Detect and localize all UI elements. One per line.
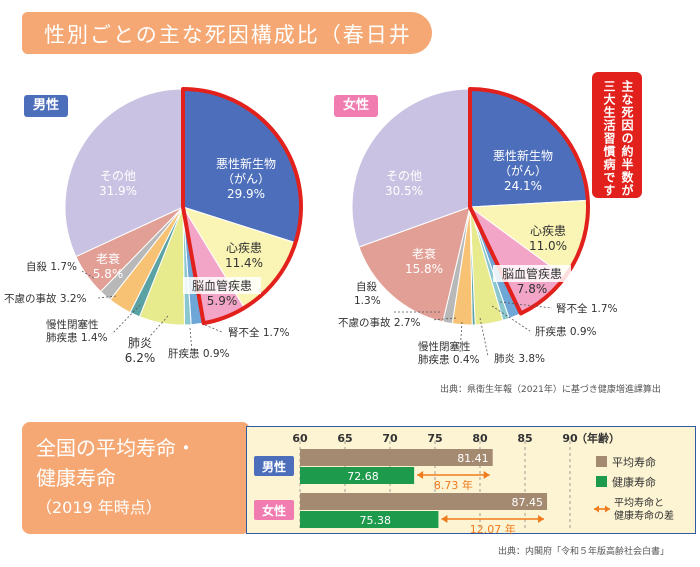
gap-label-1: 12.07 年: [470, 522, 516, 536]
slice-label-copd: 慢性閉塞性肺疾患 1.4%: [46, 318, 108, 344]
slice-label-pneumonia: 肺炎 6.2%: [125, 336, 156, 365]
male-badge: 男性: [24, 95, 68, 117]
tick-label-70: 70: [382, 432, 398, 445]
callout-box: 主な死因の約半数が 三大生活習慣病です: [592, 72, 642, 198]
gap-arrowhead-right-0: [483, 471, 490, 479]
slice-label-kidney: 腎不全 1.7%: [228, 326, 290, 339]
row-label-0: 男性: [262, 459, 286, 474]
leader-line-kidney: [499, 301, 553, 309]
male-pie: 悪性新生物（がん） 29.9% 心疾患 11.4% 脳血管疾患 5.9% 腎不全 1.7% 肝…: [4, 87, 303, 365]
cerebro-label-bg: [493, 265, 571, 282]
female-pie: 悪性新生物（がん） 24.1% 心疾患 11.0% 脳血管疾患 7.8% 腎不全 1.7% 肝…: [338, 87, 618, 366]
leader-line-accident: [431, 317, 457, 321]
legend-swatch-life: [596, 456, 607, 467]
slice-label-heart: 心疾患 11.4%: [225, 240, 263, 270]
slice-label-pneumonia: 肺炎 3.8%: [494, 353, 545, 365]
section2-title-line2: 健康寿命: [36, 466, 116, 490]
slice-label-cancer: 悪性新生物（がん） 29.9%: [216, 156, 276, 201]
slice-label-heart: 心疾患 11.0%: [529, 223, 567, 253]
slice-label-liver: 肝疾患 0.9%: [168, 347, 230, 360]
row-label-1: 女性: [262, 503, 286, 518]
leader-line-pneumonia: [479, 317, 489, 357]
gap-label-0: 8.73 年: [434, 478, 473, 492]
tick-label-75: 75: [427, 432, 442, 445]
callout-line1: 主な死因の約半数が: [620, 80, 634, 197]
slice-label-accident: 不慮の事故 2.7%: [338, 316, 421, 329]
slice-label-accident: 不慮の事故 3.2%: [4, 292, 87, 305]
leader-line-accident: [97, 295, 117, 299]
lifespan-bars: 60 65 70 75 80 85 90（年齢） 男性 81.41 72.68 8.73 年女性 87…: [254, 431, 620, 536]
bar-life-label-0: 81.41: [457, 452, 489, 465]
female-badge: 女性: [334, 95, 378, 117]
slice-label-suicide: 自殺 1.3%: [354, 280, 381, 307]
section2-banner: 全国の平均寿命・ 健康寿命 （2019 年時点）: [22, 422, 250, 534]
bar-life-1: [300, 493, 548, 510]
slice-label-suicide: 自殺 1.7%: [26, 260, 77, 273]
legend-swatch-healthy: [596, 476, 607, 487]
top3-highlight: [181, 87, 303, 326]
leader-line-copd: [111, 304, 141, 335]
legend-gap-arrowhead-right: [605, 505, 610, 513]
tick-label-60: 60: [292, 432, 308, 445]
leader-line-kidney: [204, 324, 223, 333]
bar-life-label-1: 87.45: [512, 496, 544, 509]
legend-label-life: 平均寿命: [612, 455, 656, 469]
source-2: 出典：内閣府「令和５年版高齢社会白書」: [498, 547, 670, 557]
gap-arrowhead-left-1: [441, 515, 448, 523]
top3-highlight: [468, 87, 590, 316]
slice-label-kidney: 腎不全 1.7%: [556, 302, 618, 315]
bar-healthy-label-0: 72.68: [347, 470, 379, 483]
slice-label-cerebro: 脳血管疾患 7.8%: [502, 266, 562, 296]
legend-label-healthy: 健康寿命: [612, 475, 656, 489]
leader-line-pneumonia: [149, 315, 169, 337]
cerebro-label-bg: [183, 277, 261, 294]
slice-label-cerebro: 脳血管疾患 5.9%: [192, 278, 252, 308]
leader-line-copd: [459, 321, 463, 353]
tick-label-65: 65: [337, 432, 352, 445]
slice-label-senility: 老衰 5.8%: [93, 251, 124, 281]
bar-life-0: [300, 449, 493, 466]
section2-title-line3: （2019 年時点）: [36, 498, 162, 517]
bar-healthy-label-1: 75.38: [359, 514, 391, 527]
slice-label-copd: 慢性閉塞性肺疾患 0.4%: [418, 340, 480, 366]
slice-label-liver: 肝疾患 0.9%: [535, 325, 597, 338]
slice-label-senility: 老衰 15.8%: [405, 246, 443, 276]
slice-label-other: その他 30.5%: [385, 169, 423, 198]
pie-slice-other: [64, 88, 184, 258]
title-banner: 性別ごとの主な死因構成比（春日井市）: [22, 12, 432, 77]
section2-title-line1: 全国の平均寿命・: [36, 436, 196, 460]
leader-line-suicide: [79, 269, 95, 279]
legend-label-gap: 平均寿命と健康寿命の差: [614, 496, 674, 522]
slice-label-other: その他 31.9%: [99, 169, 137, 198]
leader-line-liver: [491, 305, 531, 332]
tick-label-85: 85: [517, 432, 532, 445]
row-badge-0: [254, 456, 294, 476]
callout-line2: 三大生活習慣病です: [602, 80, 616, 197]
slice-label-cancer: 悪性新生物（がん） 24.1%: [493, 148, 553, 193]
legend-gap-arrowhead-left: [594, 505, 599, 513]
gap-arrowhead-left-0: [417, 471, 424, 479]
bar-healthy-1: [300, 511, 439, 528]
page-title: 性別ごとの主な死因構成比（春日井市）: [44, 23, 412, 77]
pie-slice-other: [351, 88, 471, 248]
axis-unit-label: （年齢）: [576, 431, 620, 445]
bar-healthy-0: [300, 467, 415, 484]
tick-label-90: 90: [562, 432, 578, 445]
tick-label-80: 80: [472, 432, 488, 445]
gap-arrowhead-right-1: [538, 515, 545, 523]
row-badge-1: [254, 500, 294, 520]
source-1: 出典：県衛生年報（2021年）に基づき健康増進課算出: [440, 385, 661, 395]
leader-line-liver: [189, 327, 193, 353]
